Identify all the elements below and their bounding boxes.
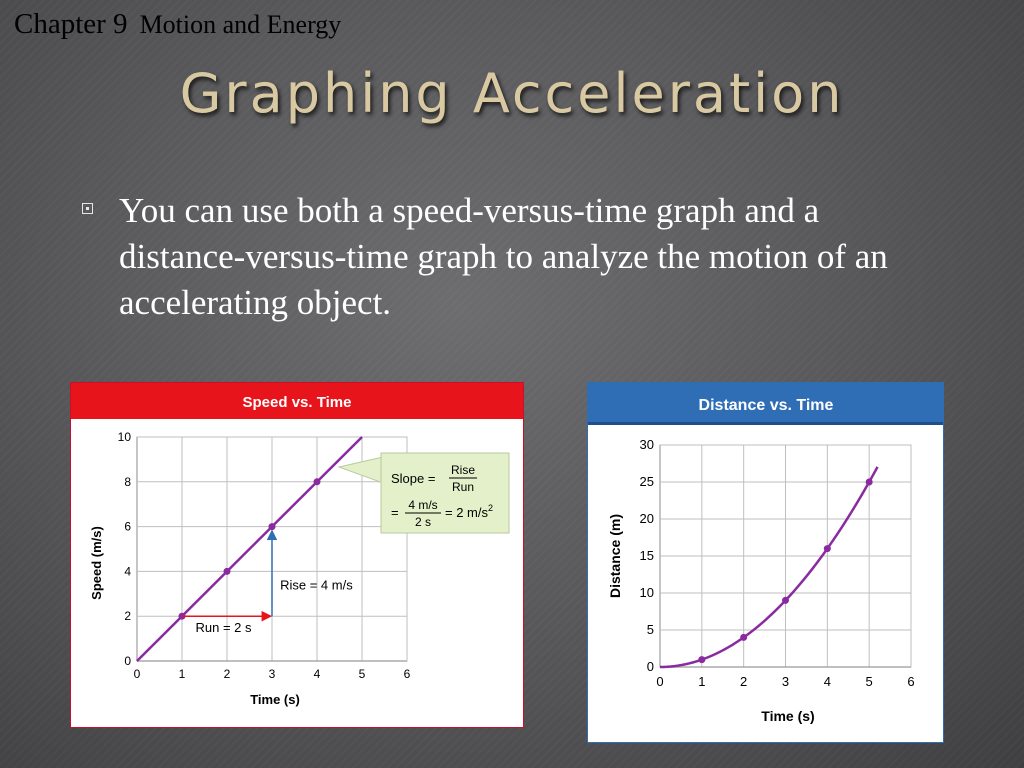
data-point (223, 567, 231, 575)
x-tick-label: 2 (224, 667, 231, 681)
chapter-heading: Chapter 9 Motion and Energy (14, 8, 341, 41)
slide-title: Graphing Acceleration (179, 62, 845, 125)
y-tick-label: 10 (640, 585, 654, 600)
plot-frame (136, 436, 408, 662)
y-tick-label: 8 (124, 475, 131, 489)
x-tick-label: 0 (134, 667, 141, 681)
calc-numerator: 4 m/s (408, 498, 437, 512)
y-tick-label: 20 (640, 511, 654, 526)
x-tick-label: 0 (656, 674, 663, 689)
slope-callout: Slope = Rise Run = 4 m/s 2 s = 2 m/s2 (337, 452, 510, 534)
x-tick-label: 5 (359, 667, 366, 681)
data-point (740, 633, 748, 641)
distance-y-axis-label: Distance (m) (607, 514, 623, 598)
x-tick-label: 3 (269, 667, 276, 681)
y-tick-label: 6 (124, 520, 131, 534)
calc-result: = 2 m/s2 (445, 503, 493, 520)
chapter-title: Motion and Energy (139, 10, 342, 39)
x-tick-label: 6 (907, 674, 914, 689)
bullet-text: You can use both a speed-versus-time gra… (119, 191, 888, 322)
slope-numerator: Rise (451, 463, 475, 477)
data-point (268, 523, 276, 531)
run-label: Run = 2 s (196, 620, 253, 635)
speed-chart-header (71, 383, 523, 419)
slope-label: Slope = (391, 471, 435, 486)
speed-chart-title: Speed vs. Time (243, 394, 352, 411)
data-point (698, 656, 706, 664)
distance-chart-header (588, 383, 943, 425)
x-tick-label: 4 (314, 667, 321, 681)
y-tick-label: 5 (647, 622, 654, 637)
x-tick-label: 1 (179, 667, 186, 681)
speed-y-axis-label: Speed (m/s) (89, 526, 104, 600)
y-tick-label: 4 (124, 564, 131, 578)
y-tick-label: 10 (118, 430, 132, 444)
rise-label: Rise = 4 m/s (280, 577, 353, 592)
distance-x-axis-label: Time (s) (761, 708, 814, 724)
distance-time-chart-svg: Distance vs. Time 0 1 2 3 4 5 6 0 5 10 15 20 25 30 Ti… (588, 383, 943, 724)
plot-frame (659, 444, 912, 668)
x-tick-label: 5 (866, 674, 873, 689)
chapter-number: Chapter 9 (14, 8, 128, 40)
data-point (865, 478, 873, 486)
square-bullet-icon (82, 203, 93, 214)
distance-chart-title: Distance vs. Time (699, 397, 834, 414)
x-tick-label: 1 (698, 674, 705, 689)
y-tick-label: 2 (124, 609, 131, 623)
data-point (782, 596, 789, 604)
series-curve (659, 466, 879, 669)
x-tick-label: 6 (404, 667, 411, 681)
speed-x-axis-label: Time (s) (250, 692, 300, 707)
data-point (823, 545, 831, 553)
speed-time-chart: Speed vs. Time 0 1 2 3 4 5 6 0 2 4 6 8 10 Time (s) S… (70, 382, 524, 728)
speed-time-chart-svg: Speed vs. Time 0 1 2 3 4 5 6 0 2 4 6 8 10 Time (s) S… (71, 383, 523, 707)
distance-chart-header-border (588, 422, 943, 425)
y-tick-label: 15 (640, 548, 654, 563)
y-tick-label: 0 (647, 659, 654, 674)
x-tick-label: 4 (824, 674, 831, 689)
slope-callout-box (380, 452, 510, 534)
calc-result-text: = 2 m/s (445, 505, 488, 520)
y-tick-label: 30 (640, 437, 654, 452)
y-tick-label: 25 (640, 474, 654, 489)
x-tick-label: 2 (740, 674, 747, 689)
data-point (313, 478, 321, 486)
x-tick-label: 3 (782, 674, 789, 689)
calc-denominator: 2 s (415, 515, 431, 529)
y-tick-label: 0 (124, 654, 131, 668)
calc-result-exponent: 2 (488, 503, 493, 513)
calc-equals: = (391, 505, 399, 520)
slope-denominator: Run (452, 480, 474, 494)
series-line (136, 436, 363, 662)
bullet-item: You can use both a speed-versus-time gra… (82, 188, 942, 326)
distance-time-chart: Distance vs. Time 0 1 2 3 4 5 6 0 5 10 15 20 25 30 Ti… (587, 382, 944, 743)
